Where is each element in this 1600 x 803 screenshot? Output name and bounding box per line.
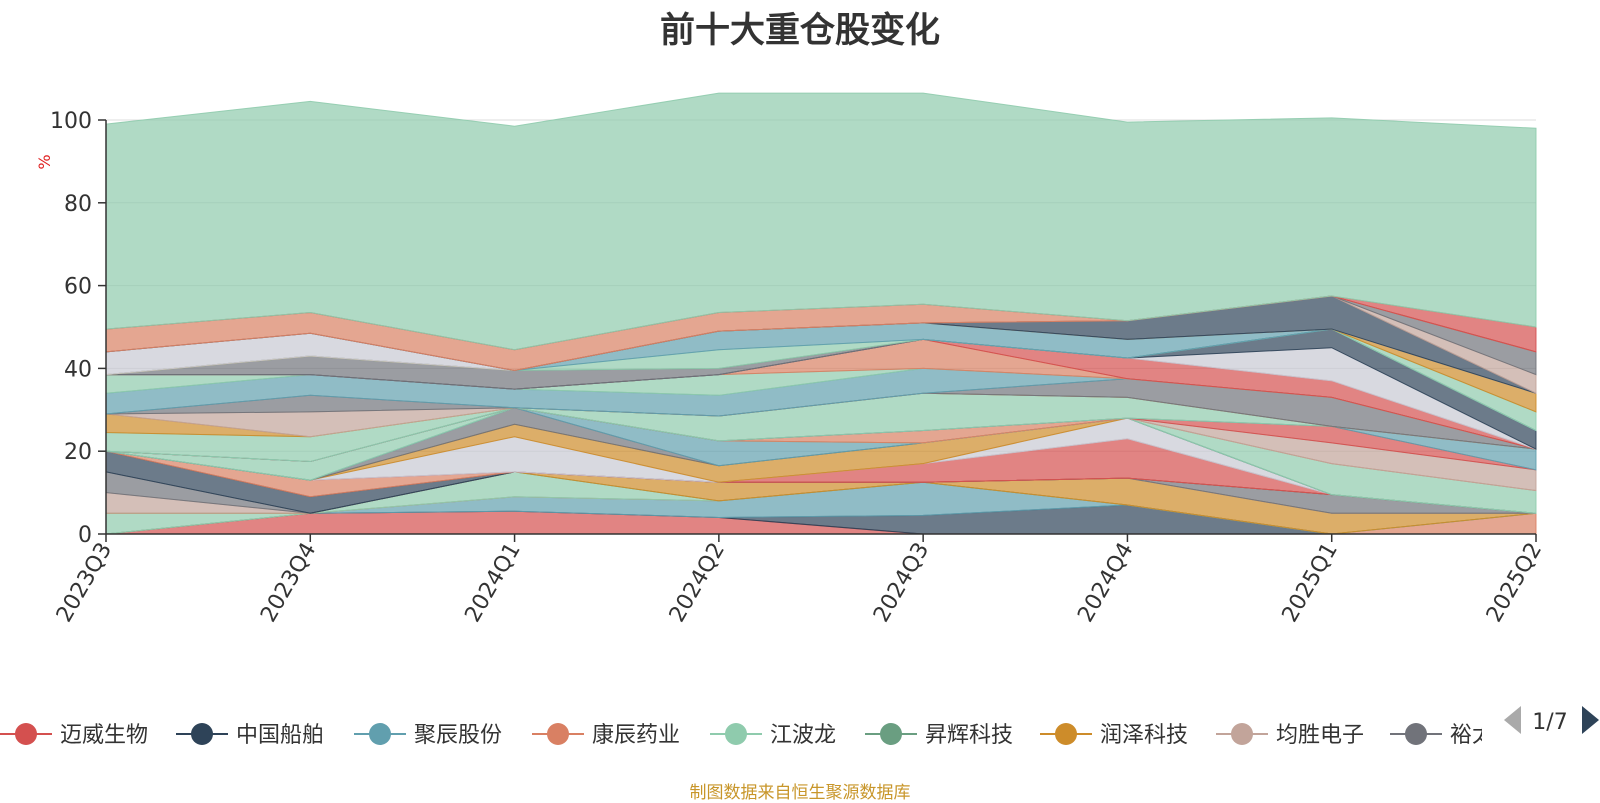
legend-label: 中国船舶 xyxy=(236,723,324,748)
y-tick-label: 40 xyxy=(64,357,92,382)
legend-next-arrow-icon[interactable] xyxy=(1582,706,1599,734)
legend-item[interactable]: 迈威生物 xyxy=(0,723,148,748)
legend-item[interactable]: 裕太微 xyxy=(1390,723,1516,748)
legend-item[interactable]: 昇辉科技 xyxy=(865,723,1013,748)
legend-label: 均胜电子 xyxy=(1276,723,1364,748)
legend-item[interactable]: 中国船舶 xyxy=(176,723,324,748)
source-note: 制图数据来自恒生聚源数据库 xyxy=(689,783,911,803)
y-tick-label: 0 xyxy=(78,523,92,548)
legend-label: 迈威生物 xyxy=(60,723,148,748)
legend-label: 聚辰股份 xyxy=(414,723,502,748)
legend-marker-icon xyxy=(1405,723,1427,745)
legend-marker-icon xyxy=(725,723,747,745)
legend-item[interactable]: 均胜电子 xyxy=(1216,723,1364,748)
legend-marker-icon xyxy=(1231,723,1253,745)
legend-marker-icon xyxy=(1055,723,1077,745)
legend-pager: 1/7 xyxy=(1504,706,1599,735)
x-tick-label: 2024Q4 xyxy=(1073,539,1138,627)
x-tick-label: 2025Q1 xyxy=(1278,539,1343,627)
legend: 迈威生物 中国船舶 聚辰股份 康辰药业 江波龙 昇辉科技 润泽科技 均胜电子 裕太微 xyxy=(0,723,1516,748)
legend-page-indicator: 1/7 xyxy=(1532,710,1567,735)
y-tick-label: 20 xyxy=(64,440,92,465)
legend-label: 昇辉科技 xyxy=(925,723,1013,748)
legend-label: 裕太微 xyxy=(1450,723,1516,748)
legend-item[interactable]: 润泽科技 xyxy=(1040,723,1188,748)
x-tick-label: 2023Q3 xyxy=(52,539,117,627)
legend-marker-icon xyxy=(880,723,902,745)
x-tick-label: 2024Q2 xyxy=(665,539,730,627)
legend-item[interactable]: 江波龙 xyxy=(710,723,836,748)
legend-label: 康辰药业 xyxy=(592,723,680,748)
area-series xyxy=(105,92,1537,535)
y-axis-label: % xyxy=(35,154,54,169)
x-tick-label: 2023Q4 xyxy=(256,539,321,627)
legend-item[interactable]: 康辰药业 xyxy=(532,723,680,748)
legend-marker-icon xyxy=(191,723,213,745)
legend-marker-icon xyxy=(547,723,569,745)
x-tick-label: 2025Q2 xyxy=(1482,539,1547,627)
legend-item[interactable]: 聚辰股份 xyxy=(354,723,502,748)
area-series-42 xyxy=(105,92,1537,351)
legend-label: 江波龙 xyxy=(770,723,836,748)
chart-title: 前十大重仓股变化 xyxy=(659,11,940,51)
legend-marker-icon xyxy=(369,723,391,745)
legend-label: 润泽科技 xyxy=(1100,723,1188,748)
legend-marker-icon xyxy=(15,723,37,745)
y-tick-label: 80 xyxy=(64,192,92,217)
x-tick-label: 2024Q3 xyxy=(869,539,934,627)
y-tick-label: 100 xyxy=(50,109,92,134)
legend-prev-arrow-icon[interactable] xyxy=(1504,706,1521,734)
y-tick-label: 60 xyxy=(64,275,92,300)
x-tick-label: 2024Q1 xyxy=(460,539,525,627)
